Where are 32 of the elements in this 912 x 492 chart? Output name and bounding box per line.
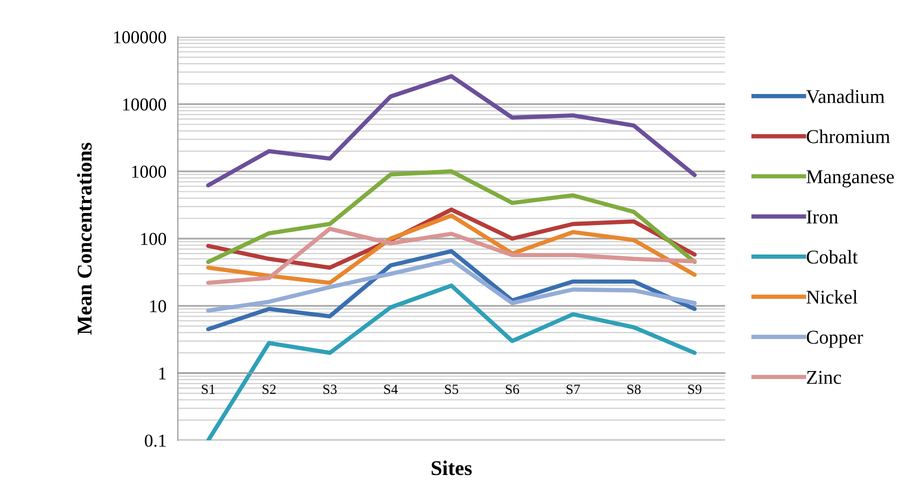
x-tick-label: S6 [506, 384, 520, 394]
legend-label: Iron [806, 210, 838, 224]
y-tick-label: 100000 [114, 31, 166, 44]
legend-label: Copper [806, 330, 864, 348]
y-axis-title: Mean Concentrations [77, 142, 92, 335]
legend-label: Nickel [806, 290, 858, 304]
legend-label: Zinc [806, 370, 842, 384]
y-tick-label: 100 [141, 232, 166, 246]
x-tick-label: S5 [445, 384, 458, 394]
y-tick-label: 10000 [123, 98, 166, 111]
line-series [206, 74, 697, 188]
y-tick-label: 10 [150, 300, 166, 312]
legend-label: Cobalt [806, 250, 858, 264]
x-tick-label: S3 [323, 384, 337, 394]
y-tick-label: 1 [159, 367, 166, 380]
y-tick-label: 1000 [132, 166, 166, 178]
x-tick-label: S8 [627, 384, 641, 394]
x-tick-label: S4 [384, 384, 398, 394]
x-tick-label: S9 [688, 384, 702, 394]
x-tick-label: S7 [566, 384, 580, 394]
x-axis-title: Sites [432, 460, 472, 476]
y-tick-label: 0.1 [144, 434, 166, 447]
line-series [206, 226, 697, 285]
x-tick-label: S2 [262, 384, 276, 394]
legend-label: Manganese [806, 170, 894, 188]
line-series [206, 214, 697, 285]
line-series [206, 249, 697, 332]
legend-label: Vanadium [806, 89, 885, 104]
line-series [206, 258, 697, 313]
legend-label: Chromium [806, 130, 890, 144]
x-tick-label: S1 [202, 384, 215, 394]
line-series [206, 169, 697, 264]
